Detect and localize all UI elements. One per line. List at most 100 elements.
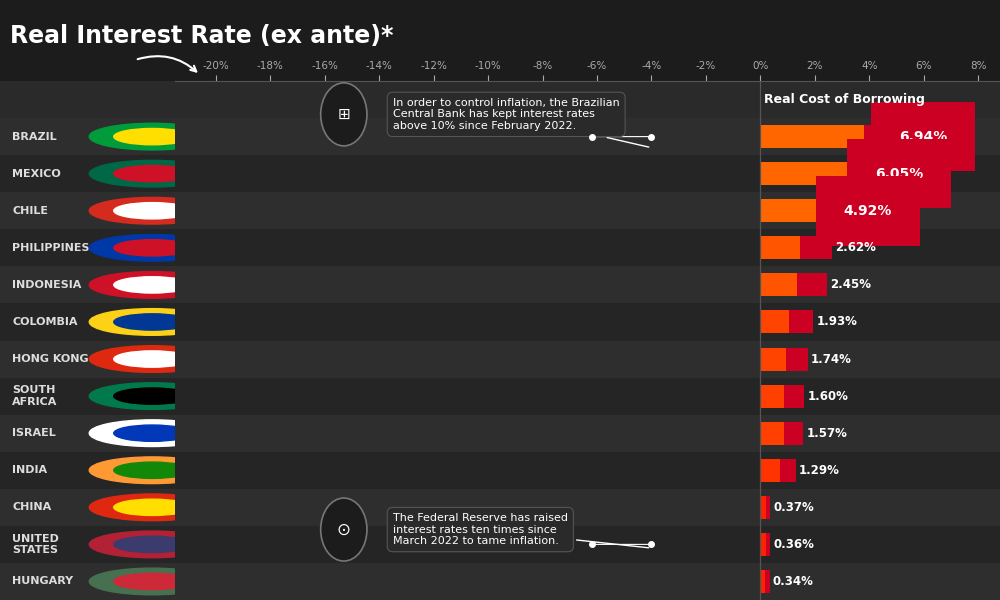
Bar — [175, 452, 1000, 489]
Circle shape — [89, 197, 215, 224]
FancyBboxPatch shape — [0, 81, 175, 118]
Circle shape — [89, 235, 215, 261]
Text: CHINA: CHINA — [12, 502, 52, 512]
Circle shape — [321, 498, 367, 561]
Circle shape — [114, 166, 191, 182]
Text: 6.94%: 6.94% — [899, 130, 947, 143]
Text: HONG KONG: HONG KONG — [12, 354, 89, 364]
Bar — [789, 310, 813, 334]
Bar — [834, 199, 894, 222]
Circle shape — [89, 346, 215, 373]
Text: BRAZIL: BRAZIL — [12, 131, 57, 142]
Bar — [760, 347, 786, 371]
Circle shape — [114, 277, 191, 293]
Circle shape — [89, 123, 215, 150]
FancyBboxPatch shape — [0, 118, 175, 155]
Circle shape — [114, 462, 191, 478]
Circle shape — [89, 308, 215, 335]
FancyBboxPatch shape — [0, 304, 175, 340]
Text: 6.05%: 6.05% — [875, 167, 923, 181]
Text: In order to control inflation, the Brazilian
Central Bank has kept interest rate: In order to control inflation, the Brazi… — [393, 98, 649, 147]
Bar — [760, 274, 797, 296]
Bar — [175, 304, 1000, 340]
Bar — [175, 415, 1000, 452]
Bar — [175, 266, 1000, 304]
Circle shape — [89, 531, 215, 558]
Text: 4.92%: 4.92% — [844, 204, 892, 218]
Bar — [760, 125, 864, 148]
Bar — [175, 192, 1000, 229]
FancyBboxPatch shape — [0, 563, 175, 600]
Bar — [760, 422, 784, 445]
Text: 2.62%: 2.62% — [835, 241, 876, 254]
FancyBboxPatch shape — [0, 340, 175, 377]
Circle shape — [89, 383, 215, 409]
Text: ⊞: ⊞ — [337, 107, 350, 122]
Bar — [766, 496, 770, 519]
Text: INDONESIA: INDONESIA — [12, 280, 82, 290]
Text: 0.37%: 0.37% — [774, 501, 814, 514]
Text: The Federal Reserve has raised
interest rates ten times since
March 2022 to tame: The Federal Reserve has raised interest … — [393, 513, 649, 548]
Bar — [800, 236, 832, 259]
Bar — [175, 563, 1000, 600]
FancyBboxPatch shape — [0, 266, 175, 304]
Text: 1.60%: 1.60% — [807, 389, 848, 403]
Circle shape — [89, 160, 215, 187]
Text: 0.34%: 0.34% — [773, 575, 814, 588]
Bar — [175, 489, 1000, 526]
Bar — [175, 118, 1000, 155]
Circle shape — [89, 494, 215, 521]
Bar — [175, 377, 1000, 415]
Circle shape — [114, 499, 191, 515]
Bar — [175, 229, 1000, 266]
Text: 0.36%: 0.36% — [773, 538, 814, 551]
Bar — [175, 81, 1000, 118]
Circle shape — [114, 425, 191, 442]
Bar — [760, 310, 789, 334]
Text: HUNGARY: HUNGARY — [12, 577, 73, 586]
Text: 1.74%: 1.74% — [811, 353, 852, 365]
Bar — [175, 155, 1000, 192]
Text: MEXICO: MEXICO — [12, 169, 61, 179]
Bar — [780, 459, 796, 482]
Text: 2.45%: 2.45% — [830, 278, 871, 292]
Text: INDIA: INDIA — [12, 465, 47, 475]
Text: ⊙: ⊙ — [337, 521, 351, 539]
Bar — [760, 570, 765, 593]
Circle shape — [114, 239, 191, 256]
FancyBboxPatch shape — [0, 155, 175, 192]
Bar — [760, 236, 800, 259]
Bar — [786, 347, 808, 371]
Text: Real Cost of Borrowing: Real Cost of Borrowing — [764, 93, 925, 106]
Bar — [760, 199, 834, 222]
Text: COLOMBIA: COLOMBIA — [12, 317, 78, 327]
Text: Real Interest Rate (ex ante)*: Real Interest Rate (ex ante)* — [10, 24, 394, 48]
FancyBboxPatch shape — [0, 192, 175, 229]
Text: SOUTH
AFRICA: SOUTH AFRICA — [12, 385, 58, 407]
Circle shape — [321, 83, 367, 146]
Bar — [760, 459, 780, 482]
Bar — [797, 274, 827, 296]
Circle shape — [114, 128, 191, 145]
Bar — [760, 162, 851, 185]
Circle shape — [114, 203, 191, 219]
FancyBboxPatch shape — [0, 229, 175, 266]
Bar — [175, 340, 1000, 377]
Bar — [851, 162, 925, 185]
Bar — [760, 385, 784, 407]
Text: 1.93%: 1.93% — [816, 316, 857, 328]
Text: ISRAEL: ISRAEL — [12, 428, 56, 438]
Text: 1.57%: 1.57% — [806, 427, 847, 440]
Circle shape — [114, 536, 191, 553]
Circle shape — [89, 568, 215, 595]
FancyBboxPatch shape — [0, 377, 175, 415]
Text: UNITED
STATES: UNITED STATES — [12, 533, 59, 555]
Bar — [765, 570, 770, 593]
Circle shape — [114, 314, 191, 330]
Text: 1.29%: 1.29% — [799, 464, 840, 477]
Bar — [784, 385, 804, 407]
Circle shape — [89, 457, 215, 484]
Circle shape — [114, 388, 191, 404]
Circle shape — [114, 574, 191, 590]
FancyBboxPatch shape — [0, 526, 175, 563]
